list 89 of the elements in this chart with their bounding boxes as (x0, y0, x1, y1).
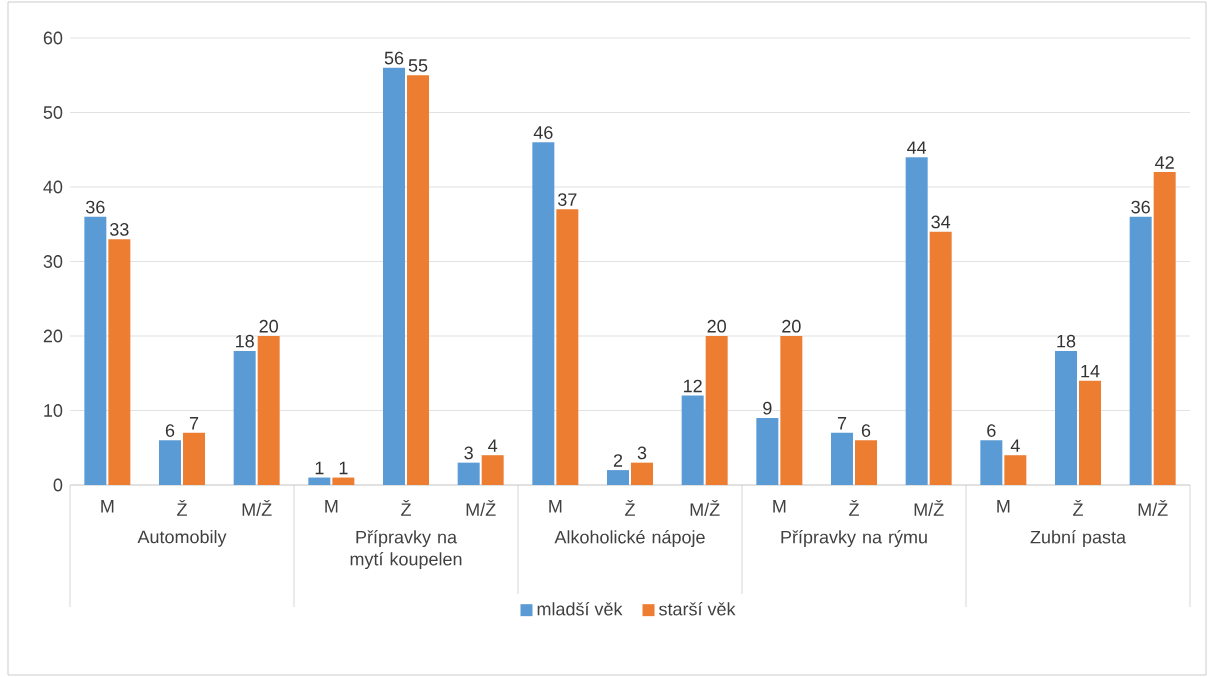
x-tick-label: Ž (1073, 500, 1083, 516)
bar (556, 209, 579, 485)
data-label: 44 (907, 141, 927, 154)
bar (233, 350, 256, 485)
data-label: 3 (637, 446, 647, 460)
data-label: 20 (782, 319, 801, 333)
data-label: 2 (613, 454, 623, 467)
bar (831, 432, 854, 485)
x-tick-label: M/Ž (690, 500, 720, 516)
bar (457, 462, 480, 485)
data-label: 18 (1057, 334, 1076, 348)
data-label: 56 (384, 51, 404, 65)
x-tick-label: M (549, 500, 562, 513)
bar (855, 440, 878, 485)
bar (108, 239, 131, 485)
y-tick-label: 0 (53, 478, 63, 492)
text: Přípravky na rýmu (781, 530, 927, 548)
data-label: 34 (931, 215, 951, 229)
x-tick-label: M/Ž (466, 500, 496, 516)
bar (780, 336, 803, 485)
x-tick-label: M/Ž (242, 500, 272, 516)
data-label: 6 (861, 424, 871, 437)
bar (929, 231, 952, 485)
bar (84, 216, 107, 485)
bar (1004, 455, 1027, 485)
bar (681, 395, 704, 485)
text: Přípravky na mytí koupelen (350, 530, 462, 570)
bar (756, 417, 779, 485)
y-tick-label: 30 (43, 255, 63, 268)
x-tick-label: M (773, 500, 786, 513)
legend-label: starší věk (659, 602, 736, 616)
bar (705, 336, 728, 485)
x-tick-label: Ž (625, 500, 635, 516)
bar (159, 440, 182, 485)
x-tick-label: M/Ž (914, 500, 944, 516)
bar (1153, 172, 1176, 485)
data-label: 1 (339, 461, 348, 475)
text: Alkoholické nápoje (554, 530, 705, 548)
y-tick-label: 50 (43, 106, 63, 119)
x-tick-label: M/Ž (1138, 500, 1168, 516)
data-label: 36 (1131, 200, 1150, 214)
data-label: 36 (86, 200, 105, 214)
bar (407, 75, 430, 485)
bar (308, 477, 331, 485)
bar (1079, 380, 1102, 485)
text: Zubní pasta (1030, 530, 1127, 548)
bar (905, 157, 928, 485)
data-label: 33 (110, 223, 129, 236)
data-label: 4 (1010, 439, 1020, 452)
data-label: 12 (684, 379, 702, 393)
bar (607, 470, 630, 485)
data-label: 37 (558, 193, 577, 206)
data-label: 42 (1155, 156, 1174, 169)
y-tick-label: 10 (44, 404, 63, 417)
x-tick-label: M (997, 500, 1010, 513)
x-tick-label: Ž (401, 500, 411, 516)
data-label: 7 (837, 417, 847, 430)
bar (383, 67, 406, 485)
legend-label: mladší věk (537, 602, 623, 616)
data-label: 6 (987, 424, 996, 437)
y-tick-label: 60 (43, 31, 63, 45)
data-label: 55 (408, 59, 428, 72)
bar (1055, 350, 1078, 485)
x-tick-label: M (101, 500, 114, 513)
bar (631, 462, 654, 485)
data-label: 20 (707, 319, 726, 333)
bar (257, 336, 280, 485)
data-label: 18 (236, 334, 254, 348)
bar (532, 142, 555, 485)
data-label: 3 (464, 446, 473, 460)
data-label: 7 (189, 417, 199, 430)
data-label: 4 (488, 439, 498, 452)
data-label: 20 (259, 319, 278, 333)
data-label: 14 (1081, 364, 1100, 378)
data-label: 46 (533, 126, 553, 139)
bar (980, 440, 1003, 485)
data-label: 9 (763, 401, 772, 415)
data-label: 6 (165, 424, 175, 437)
y-tick-label: 40 (43, 180, 63, 194)
text: Automobily (137, 530, 227, 547)
bar (1129, 216, 1152, 485)
bar (183, 432, 206, 485)
bar (481, 455, 504, 485)
x-tick-label: Ž (849, 500, 859, 516)
x-tick-label: Ž (177, 500, 187, 516)
data-label: 1 (315, 461, 324, 475)
bar (332, 477, 355, 485)
x-tick-label: M (325, 500, 338, 513)
y-tick-label: 20 (43, 329, 63, 343)
